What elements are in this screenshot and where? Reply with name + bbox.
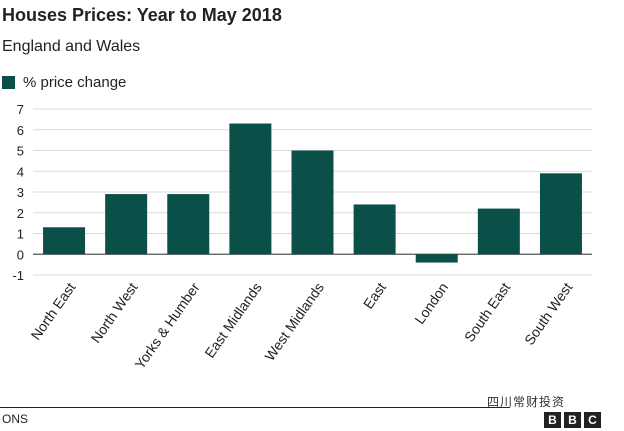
y-tick-label: 1 (17, 227, 24, 242)
y-tick-label: 7 (17, 102, 24, 117)
x-tick-label: South West (521, 279, 576, 347)
y-tick-label: 5 (17, 144, 24, 159)
bar (43, 227, 86, 255)
legend-swatch (2, 76, 15, 89)
x-tick-label: South East (461, 279, 513, 344)
bar (539, 173, 582, 255)
logo-letter: C (584, 412, 601, 428)
bar (167, 194, 210, 255)
x-tick-label: East Midlands (201, 280, 265, 361)
x-tick-label: London (411, 280, 451, 327)
bar (353, 204, 396, 255)
legend: % price change (2, 74, 126, 91)
x-tick-label: North East (27, 279, 78, 342)
bar (477, 208, 520, 255)
bar (105, 194, 148, 255)
bar (415, 254, 458, 263)
y-tick-label: -1 (12, 268, 24, 283)
bar (291, 150, 334, 255)
y-tick-label: 3 (17, 185, 24, 200)
chart-subtitle: England and Wales (2, 38, 141, 55)
watermark-text: 四川常财投资 (487, 395, 566, 409)
chart-title: Houses Prices: Year to May 2018 (2, 5, 282, 25)
source-label: ONS (2, 412, 29, 426)
x-tick-label: East (360, 279, 389, 311)
x-tick-label: North West (88, 279, 141, 345)
y-tick-label: 6 (17, 123, 24, 138)
logo-letter: B (544, 412, 561, 428)
y-tick-label: 4 (17, 164, 24, 179)
source-divider (0, 407, 510, 408)
x-tick-label: West Midlands (261, 280, 327, 364)
legend-label: % price change (23, 74, 127, 91)
logo-letter: B (564, 412, 581, 428)
bbc-logo: B B C (544, 412, 601, 428)
bar (229, 123, 272, 255)
y-tick-label: 0 (17, 247, 24, 262)
y-tick-label: 2 (17, 206, 24, 221)
x-tick-label: Yorks & Humber (131, 279, 202, 372)
